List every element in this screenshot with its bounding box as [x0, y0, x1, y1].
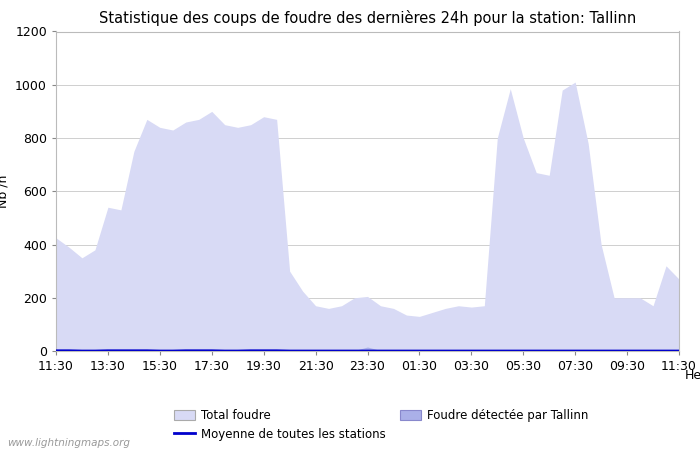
Text: www.lightningmaps.org: www.lightningmaps.org — [7, 438, 130, 448]
X-axis label: Heure: Heure — [685, 369, 700, 382]
Legend: Total foudre, Moyenne de toutes les stations, Foudre détectée par Tallinn: Total foudre, Moyenne de toutes les stat… — [174, 409, 589, 441]
Title: Statistique des coups de foudre des dernières 24h pour la station: Tallinn: Statistique des coups de foudre des dern… — [99, 10, 636, 26]
Y-axis label: Nb /h: Nb /h — [0, 175, 10, 208]
